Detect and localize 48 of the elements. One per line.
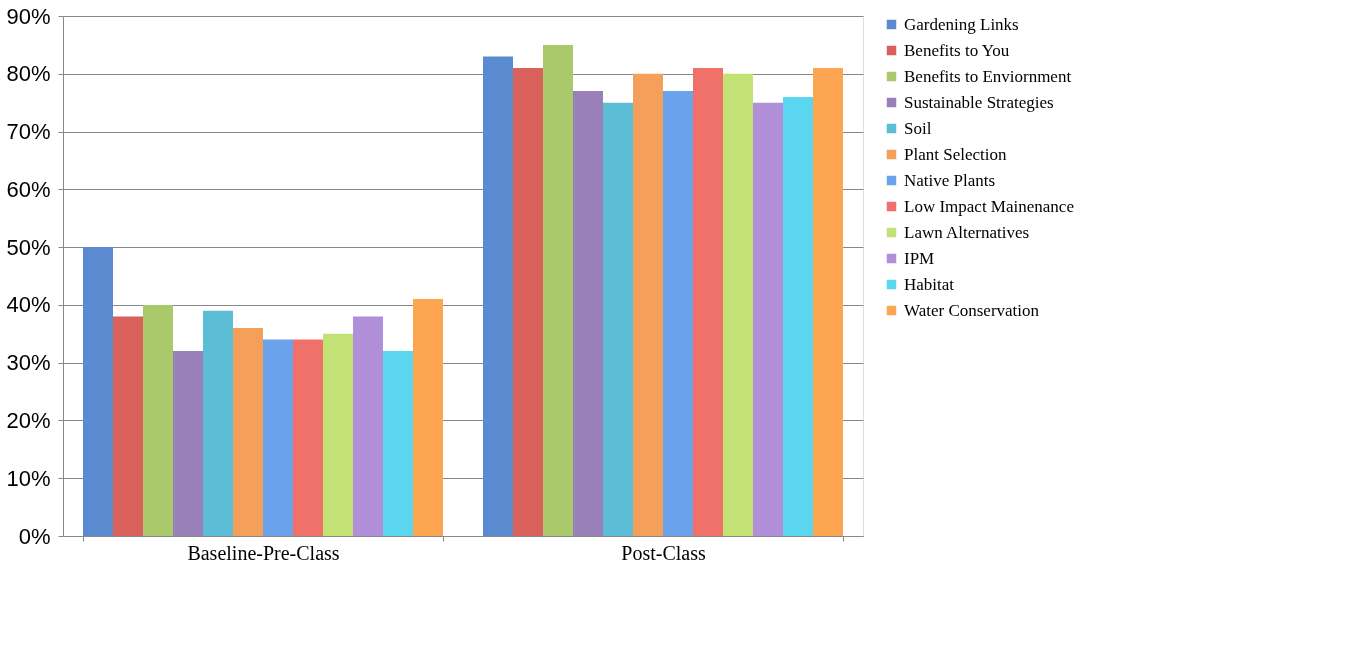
y-tick-label: 10%: [6, 465, 51, 491]
bar: [233, 328, 263, 536]
legend-label: Low Impact Mainenance: [904, 196, 1074, 216]
bar: [203, 310, 233, 536]
bar: [783, 96, 813, 536]
legend-label: Sustainable Strategies: [904, 92, 1054, 112]
bar: [663, 91, 693, 536]
bar: [323, 333, 353, 536]
bar: [143, 304, 173, 536]
x-tick-label: Post-Class: [621, 541, 706, 564]
legend-label: Benefits to Enviornment: [904, 66, 1072, 86]
legend-label: Native Plants: [904, 170, 996, 190]
bar: [723, 73, 753, 536]
y-tick-label: 90%: [6, 3, 51, 29]
bar: [513, 68, 543, 536]
y-tick-label: 70%: [6, 119, 51, 145]
bar: [353, 316, 383, 536]
legend-label: Benefits to You: [904, 40, 1010, 60]
y-tick-label: 40%: [6, 292, 51, 318]
y-tick-label: 30%: [6, 350, 51, 376]
bar: [603, 102, 633, 536]
bar: [573, 91, 603, 536]
bar: [543, 44, 573, 536]
bar: [83, 247, 113, 536]
bar: [413, 299, 443, 536]
legend-label: Lawn Alternatives: [904, 222, 1030, 242]
x-tick-label: Baseline-Pre-Class: [187, 541, 340, 564]
legend-label: Plant Selection: [904, 144, 1007, 164]
legend-label: Gardening Links: [904, 14, 1019, 34]
y-tick-label: 80%: [6, 61, 51, 87]
y-tick-label: 60%: [6, 176, 51, 202]
bar: [483, 56, 513, 536]
bar: [173, 351, 203, 536]
bar: [693, 68, 723, 536]
legend-label: Soil: [904, 118, 932, 138]
bar: [293, 339, 323, 536]
y-tick-label: 0%: [18, 523, 51, 549]
bar: [633, 73, 663, 536]
legend-label: Water Conservation: [904, 300, 1040, 320]
bar: [813, 68, 843, 536]
y-tick-label: 50%: [6, 234, 51, 260]
bar: [113, 316, 143, 536]
bar: [263, 339, 293, 536]
y-tick-label: 20%: [6, 407, 51, 433]
legend-label: Habitat: [904, 274, 955, 294]
bar: [383, 351, 413, 536]
legend-label: IPM: [904, 248, 935, 268]
bar: [753, 102, 783, 536]
